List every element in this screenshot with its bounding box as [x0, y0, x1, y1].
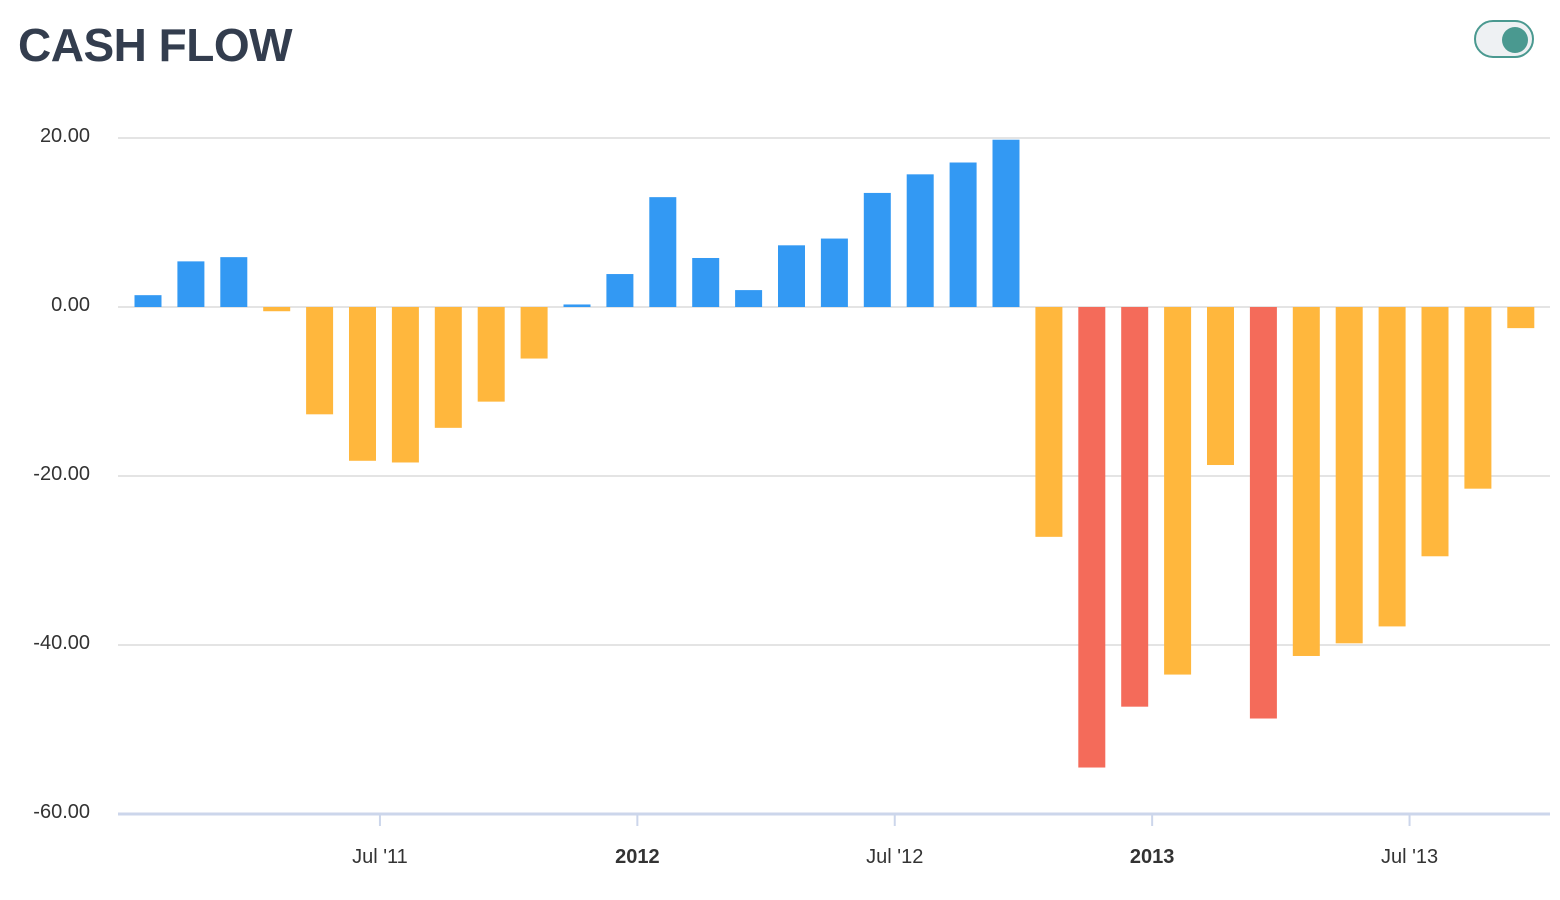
bar[interactable] — [220, 257, 248, 307]
y-tick-label: -40.00 — [33, 632, 90, 654]
x-axis: Jul '11 2012 Jul '12 2013 Jul '13 — [118, 812, 1550, 868]
y-tick-label: 20.00 — [40, 125, 90, 147]
bar[interactable] — [778, 245, 805, 307]
bar-series — [134, 139, 1535, 768]
chart-toggle-switch[interactable] — [1474, 20, 1534, 58]
page-title: CASH FLOW — [18, 19, 293, 71]
x-tick-label: 2013 — [1130, 846, 1175, 868]
bar[interactable] — [606, 274, 634, 307]
bar[interactable] — [177, 261, 205, 307]
bar[interactable] — [306, 307, 334, 415]
bar[interactable] — [692, 257, 720, 307]
x-tick-label: Jul '13 — [1381, 846, 1438, 868]
bar[interactable] — [649, 197, 677, 307]
y-tick-label: -20.00 — [33, 463, 90, 485]
bar[interactable] — [735, 290, 763, 307]
bar[interactable] — [1292, 307, 1320, 656]
y-tick-label: 0.00 — [51, 294, 90, 316]
bar[interactable] — [906, 174, 934, 307]
bar[interactable] — [563, 304, 591, 307]
bar[interactable] — [391, 307, 419, 463]
y-axis: 20.00 0.00 -20.00 -40.00 -60.00 — [33, 125, 90, 823]
bar[interactable] — [1378, 307, 1406, 627]
bar[interactable] — [1335, 307, 1363, 644]
bar[interactable] — [949, 162, 977, 307]
x-tick-label: Jul '11 — [352, 846, 408, 868]
bar[interactable] — [134, 295, 162, 307]
bar[interactable] — [1035, 307, 1063, 537]
bar[interactable] — [349, 307, 376, 461]
y-tick-label: -60.00 — [33, 801, 90, 823]
bar[interactable] — [992, 139, 1020, 307]
bar[interactable] — [1464, 307, 1492, 489]
bar[interactable] — [1164, 307, 1192, 675]
bar[interactable] — [1507, 307, 1535, 329]
bar[interactable] — [263, 307, 291, 312]
bar[interactable] — [520, 307, 548, 359]
bar[interactable] — [863, 192, 891, 307]
toggle-knob — [1502, 27, 1528, 53]
bar[interactable] — [1421, 307, 1449, 557]
bar[interactable] — [1121, 307, 1149, 707]
bar[interactable] — [1249, 307, 1277, 719]
bar[interactable] — [820, 238, 848, 307]
bar[interactable] — [1078, 307, 1106, 768]
bar[interactable] — [434, 307, 462, 428]
x-tick-label: Jul '12 — [866, 846, 923, 868]
bar[interactable] — [1207, 307, 1234, 466]
bar[interactable] — [477, 307, 505, 402]
x-tick-label: 2012 — [615, 846, 660, 868]
